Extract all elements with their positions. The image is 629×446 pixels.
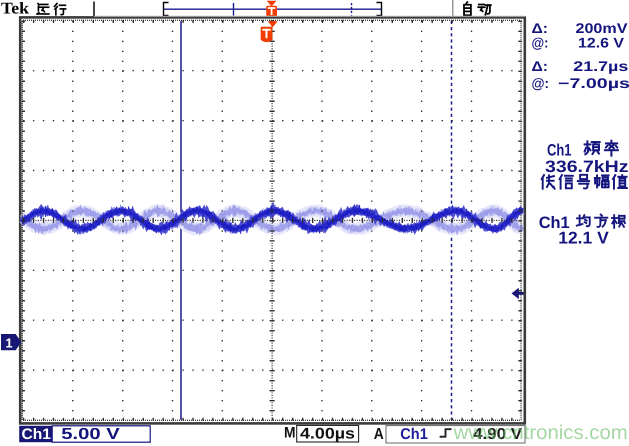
svg-text:Δ:: Δ: xyxy=(532,58,549,74)
svg-text:www.cntronics.com: www.cntronics.com xyxy=(453,422,628,444)
svg-text:12.1 V: 12.1 V xyxy=(558,228,609,247)
svg-text:@:: @: xyxy=(532,34,549,50)
svg-text:Ch1: Ch1 xyxy=(539,214,570,232)
svg-text:Ch1: Ch1 xyxy=(400,426,428,443)
svg-text:336.7kHz: 336.7kHz xyxy=(545,158,629,176)
svg-text:Ch1: Ch1 xyxy=(22,426,52,443)
svg-text:5.00 V: 5.00 V xyxy=(61,426,120,443)
svg-text:−7.00µs: −7.00µs xyxy=(558,75,629,91)
svg-text:M: M xyxy=(284,425,296,442)
svg-text:@:: @: xyxy=(532,75,550,91)
svg-text:Tek: Tek xyxy=(1,0,30,18)
svg-text:21.7µs: 21.7µs xyxy=(573,58,628,74)
svg-text:4.90 V: 4.90 V xyxy=(473,426,522,443)
svg-text:200mV: 200mV xyxy=(576,20,629,36)
svg-text:12.6 V: 12.6 V xyxy=(578,34,625,50)
svg-text:Ch1: Ch1 xyxy=(547,142,572,160)
svg-text:4.00µs: 4.00µs xyxy=(300,426,355,443)
svg-text:1: 1 xyxy=(5,336,12,351)
svg-text:A: A xyxy=(374,426,384,443)
svg-text:Δ:: Δ: xyxy=(532,20,549,36)
